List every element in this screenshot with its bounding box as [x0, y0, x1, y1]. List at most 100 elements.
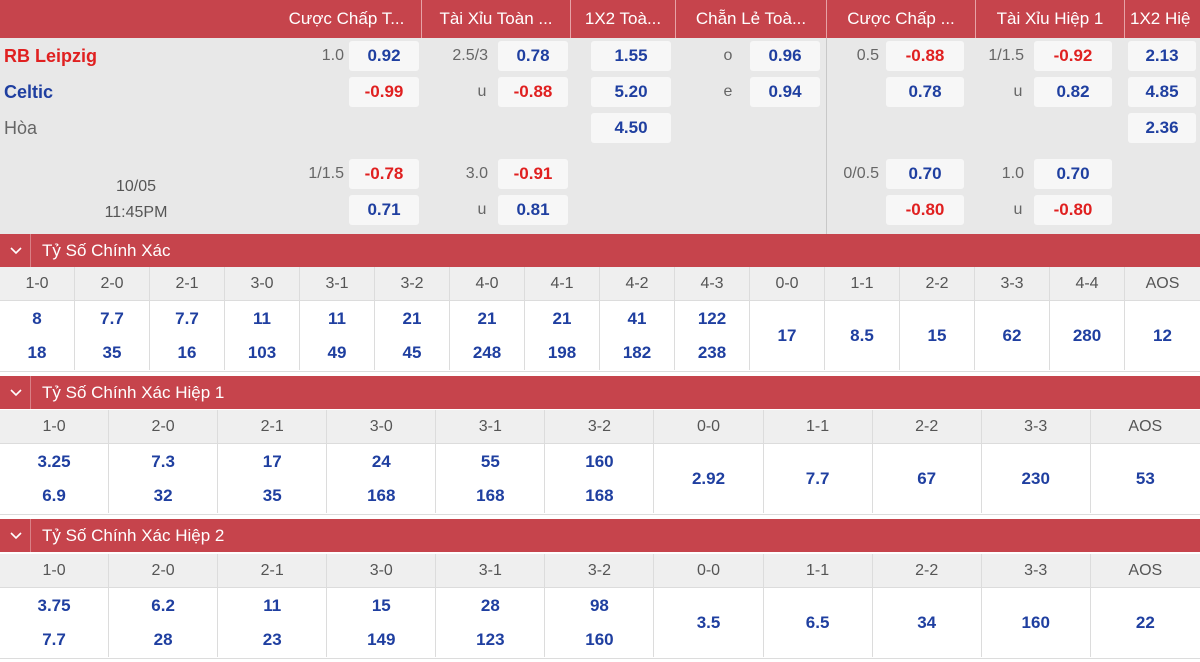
- odds-button[interactable]: 7.7: [175, 308, 199, 328]
- odds-button[interactable]: 7.3: [151, 451, 175, 471]
- odds-button[interactable]: 0.82: [1034, 77, 1112, 107]
- odds-button[interactable]: 53: [1135, 468, 1155, 488]
- chevron-down-icon[interactable]: [6, 234, 26, 267]
- odds-button[interactable]: 32: [153, 485, 173, 505]
- odds-button[interactable]: 11: [253, 308, 271, 328]
- col-header-handicap-h1[interactable]: Cược Chấp ...: [827, 0, 975, 38]
- odds-button[interactable]: 149: [367, 629, 396, 649]
- odds-button[interactable]: 16: [177, 342, 197, 362]
- col-header-odd-even-ft[interactable]: Chẵn Lẻ Toà...: [676, 0, 826, 38]
- odds-button[interactable]: 6.9: [42, 485, 66, 505]
- odds-button[interactable]: 7.7: [100, 308, 124, 328]
- odds-button[interactable]: 168: [476, 485, 505, 505]
- odds-button[interactable]: 2.36: [1128, 113, 1196, 143]
- odds-button[interactable]: -0.88: [498, 77, 568, 107]
- odds-button[interactable]: 123: [476, 629, 505, 649]
- odds-button[interactable]: 3.75: [37, 595, 71, 615]
- odds-button[interactable]: 103: [247, 342, 277, 362]
- odds-button[interactable]: 28: [480, 595, 500, 615]
- odds-button[interactable]: 28: [153, 629, 173, 649]
- odds-button[interactable]: 24: [371, 451, 391, 471]
- odds-button[interactable]: 11: [328, 308, 346, 328]
- odds-button[interactable]: -0.88: [886, 41, 964, 71]
- chevron-down-icon[interactable]: [6, 519, 26, 552]
- odds-button[interactable]: 3.5: [696, 612, 721, 632]
- score-odds: 21 198: [525, 301, 599, 370]
- odds-button[interactable]: 15: [927, 325, 947, 345]
- odds-button[interactable]: 0.78: [886, 77, 964, 107]
- odds-button[interactable]: 0.94: [750, 77, 820, 107]
- odds-button[interactable]: 17: [262, 451, 282, 471]
- odds-button[interactable]: 7.7: [42, 629, 66, 649]
- odds-button[interactable]: 8.5: [850, 325, 874, 345]
- odds-button[interactable]: 1.55: [591, 41, 671, 71]
- odds-button[interactable]: -0.92: [1034, 41, 1112, 71]
- odds-button[interactable]: 35: [102, 342, 122, 362]
- odds-button[interactable]: 49: [327, 342, 347, 362]
- odds-button[interactable]: 0.70: [1034, 159, 1112, 189]
- odds-button[interactable]: 3.25: [37, 451, 71, 471]
- odds-button[interactable]: 5.20: [591, 77, 671, 107]
- odds-button[interactable]: 62: [1002, 325, 1022, 345]
- odds-button[interactable]: -0.80: [886, 195, 964, 225]
- odds-button[interactable]: 67: [917, 468, 937, 488]
- odds-button[interactable]: 160: [1021, 612, 1050, 632]
- odds-button[interactable]: 248: [472, 342, 502, 362]
- col-header-1x2-ft[interactable]: 1X2 Toà...: [571, 0, 675, 38]
- score-odds: 7.7 35: [75, 301, 149, 370]
- odds-button[interactable]: -0.91: [498, 159, 568, 189]
- odds-button[interactable]: 22: [1135, 612, 1155, 632]
- odds-button[interactable]: 34: [917, 612, 937, 632]
- score-cell: 3-3 62: [975, 267, 1050, 370]
- col-header-handicap-ft[interactable]: Cược Chấp T...: [272, 0, 421, 38]
- section-header-correct-score[interactable]: Tỷ Số Chính Xác: [0, 234, 1200, 267]
- odds-button[interactable]: 21: [477, 308, 497, 328]
- odds-button[interactable]: -0.78: [349, 159, 419, 189]
- odds-button[interactable]: 23: [262, 629, 282, 649]
- odds-button[interactable]: 168: [585, 485, 614, 505]
- odds-button[interactable]: 2.92: [691, 468, 726, 488]
- odds-button[interactable]: -0.80: [1034, 195, 1112, 225]
- chevron-down-icon[interactable]: [6, 376, 26, 409]
- odds-button[interactable]: 160: [585, 629, 614, 649]
- odds-button[interactable]: 4.85: [1128, 77, 1196, 107]
- odds-button[interactable]: 11: [263, 595, 282, 615]
- odds-button[interactable]: 35: [262, 485, 282, 505]
- odds-button[interactable]: 182: [622, 342, 652, 362]
- odds-button[interactable]: 230: [1021, 468, 1050, 488]
- section-header-correct-score-h2[interactable]: Tỷ Số Chính Xác Hiệp 2: [0, 519, 1200, 552]
- odds-button[interactable]: 17: [777, 325, 797, 345]
- odds-button[interactable]: 0.92: [349, 41, 419, 71]
- odds-button[interactable]: 8: [32, 308, 42, 328]
- col-header-over-under-h1[interactable]: Tài Xỉu Hiệp 1: [976, 0, 1124, 38]
- odds-button[interactable]: 55: [480, 451, 500, 471]
- odds-button[interactable]: 0.71: [349, 195, 419, 225]
- col-header-1x2-h1[interactable]: 1X2 Hiệ: [1125, 0, 1200, 38]
- odds-button[interactable]: 12: [1153, 325, 1172, 345]
- odds-button[interactable]: 21: [402, 308, 422, 328]
- odds-button[interactable]: 0.70: [886, 159, 964, 189]
- odds-button[interactable]: 198: [547, 342, 577, 362]
- odds-button[interactable]: 2.13: [1128, 41, 1196, 71]
- odds-button[interactable]: 41: [627, 308, 647, 328]
- odds-button[interactable]: 168: [367, 485, 396, 505]
- section-header-correct-score-h1[interactable]: Tỷ Số Chính Xác Hiệp 1: [0, 376, 1200, 409]
- odds-button[interactable]: 0.78: [498, 41, 568, 71]
- odds-button[interactable]: -0.99: [349, 77, 419, 107]
- odds-button[interactable]: 280: [1072, 325, 1102, 345]
- odds-button[interactable]: 6.5: [805, 612, 830, 632]
- odds-button[interactable]: 0.81: [498, 195, 568, 225]
- odds-button[interactable]: 45: [402, 342, 422, 362]
- odds-button[interactable]: 160: [585, 451, 614, 471]
- odds-button[interactable]: 7.7: [805, 468, 830, 488]
- odds-button[interactable]: 4.50: [591, 113, 671, 143]
- odds-button[interactable]: 98: [589, 595, 609, 615]
- odds-button[interactable]: 18: [27, 342, 47, 362]
- col-header-over-under-ft[interactable]: Tài Xỉu Toàn ...: [422, 0, 570, 38]
- odds-button[interactable]: 0.96: [750, 41, 820, 71]
- odds-button[interactable]: 15: [371, 595, 391, 615]
- odds-button[interactable]: 122: [697, 308, 727, 328]
- odds-button[interactable]: 238: [697, 342, 727, 362]
- odds-button[interactable]: 21: [552, 308, 572, 328]
- odds-button[interactable]: 6.2: [151, 595, 175, 615]
